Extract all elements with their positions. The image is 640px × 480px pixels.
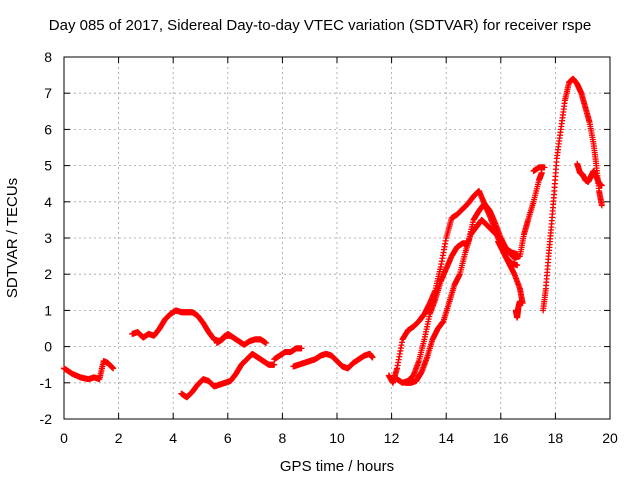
- x-axis-label: GPS time / hours: [280, 458, 394, 475]
- y-tick-label: 8: [44, 49, 52, 65]
- series-arc-h: [394, 200, 521, 386]
- y-tick-label: 1: [44, 302, 52, 318]
- data-point: [298, 345, 305, 352]
- x-tick-label: 18: [548, 430, 564, 446]
- y-tick-label: 0: [44, 339, 52, 355]
- x-tick-label: 12: [384, 430, 400, 446]
- data-point: [110, 365, 117, 372]
- x-tick-label: 4: [169, 430, 177, 446]
- series-arc-e: [271, 345, 305, 363]
- y-tick-label: 5: [44, 158, 52, 174]
- series-arc-a: [61, 358, 117, 383]
- plot-frame: [63, 56, 611, 420]
- y-tick-label: -1: [40, 375, 53, 391]
- x-tick-label: 2: [115, 430, 123, 446]
- y-axis-label: SDTVAR / TECUs: [4, 178, 21, 298]
- data-point: [263, 339, 270, 346]
- data-point: [271, 361, 278, 368]
- series-arc-i: [402, 169, 545, 386]
- data-point: [598, 182, 605, 189]
- data-point: [598, 202, 605, 209]
- data-point: [369, 354, 376, 361]
- x-tick-label: 0: [60, 430, 68, 446]
- x-tick-label: 10: [329, 430, 345, 446]
- data-point: [516, 298, 523, 305]
- series-arc-k: [512, 298, 523, 321]
- x-tick-label: 20: [602, 430, 618, 446]
- series-arc-l: [540, 75, 605, 314]
- y-tick-label: 3: [44, 230, 52, 246]
- y-tick-label: 6: [44, 121, 52, 137]
- y-tick-label: -2: [40, 411, 53, 427]
- data-point: [514, 262, 521, 269]
- data-point: [541, 164, 548, 171]
- series-arc-n: [574, 160, 605, 189]
- chart-title: Day 085 of 2017, Sidereal Day-to-day VTE…: [49, 17, 591, 34]
- series-arc-c: [213, 330, 270, 348]
- x-tick-label: 16: [493, 430, 509, 446]
- series-arc-f: [290, 350, 376, 372]
- data-point: [538, 169, 545, 176]
- y-tick-label: 7: [44, 85, 52, 101]
- x-tick-label: 6: [224, 430, 232, 446]
- x-tick-label: 14: [438, 430, 454, 446]
- data-marks: [61, 75, 605, 401]
- series-arc-b: [129, 307, 234, 345]
- series-arc-m: [530, 164, 548, 175]
- series-arc-d: [178, 350, 278, 401]
- series-arc-j: [495, 238, 526, 307]
- y-tick-label: 4: [44, 194, 52, 210]
- x-tick-label: 8: [279, 430, 287, 446]
- y-tick-label: 2: [44, 266, 52, 282]
- grid: [64, 57, 610, 419]
